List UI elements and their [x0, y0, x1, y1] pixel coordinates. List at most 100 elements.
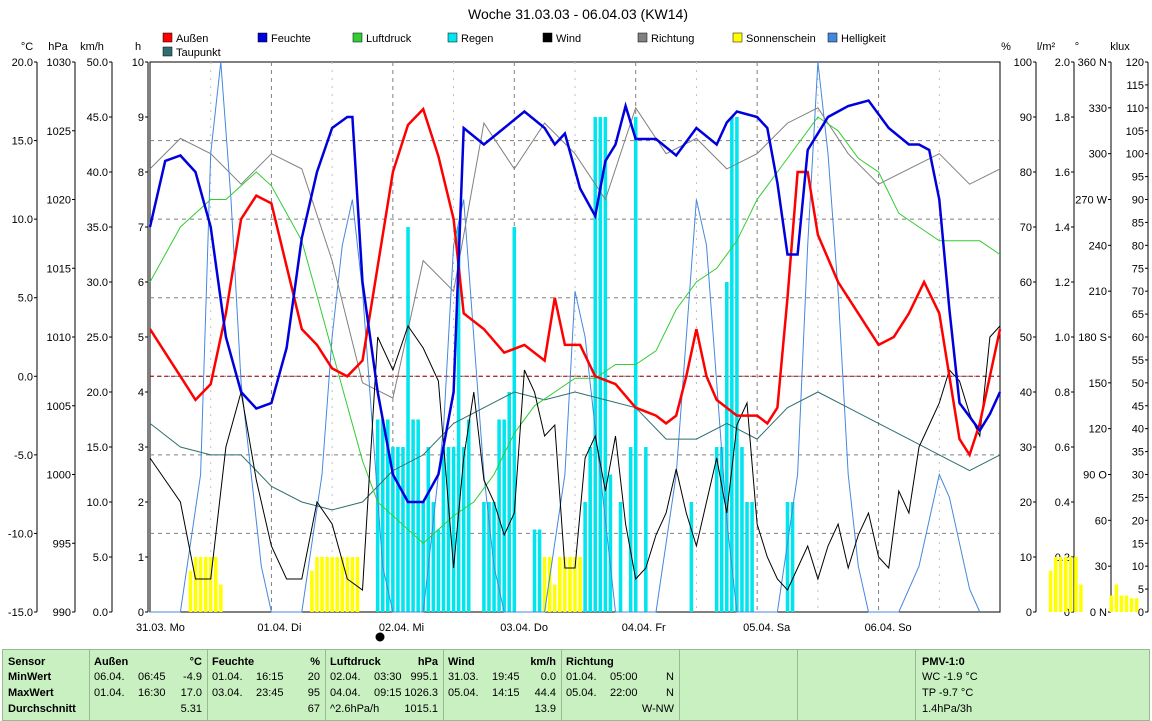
sun-bar: [330, 557, 334, 612]
hdr-pmv: PMV-1:0: [922, 656, 965, 668]
temp-tick-label: 5.0: [18, 293, 33, 305]
direction-tick-label: 60: [1095, 515, 1107, 527]
direction-tick-label: 180 S: [1078, 332, 1107, 344]
light-tick-label: 60: [1132, 332, 1144, 344]
rain-tick-label: 0.4: [1055, 497, 1070, 509]
sun-tick-label: 5: [138, 332, 144, 344]
luftdruck-avg-val: 1015.1: [404, 703, 438, 715]
humidity-tick-label: 40: [1020, 387, 1032, 399]
light-tick-label: 35: [1132, 447, 1144, 459]
legend-label: Helligkeit: [841, 33, 886, 45]
legend: Außen Feuchte Luftdruck Regen Wind Richtung So…: [162, 32, 886, 59]
legend-swatch: [162, 46, 173, 57]
light-tick-label: 100: [1126, 149, 1144, 161]
feuchte-min-time: 16:15: [256, 671, 284, 683]
sun-bar: [542, 557, 547, 612]
wind-tick-label: 30.0: [87, 277, 108, 289]
richtung-max-val: N: [666, 687, 674, 699]
pmv-trend: 1.4hPa/3h: [922, 703, 973, 715]
feuchte-max-time: 23:45: [256, 687, 284, 699]
x-tick-label: 05.04. Sa: [743, 622, 791, 634]
rain-bar: [492, 502, 496, 612]
light-tick-label: 20: [1132, 515, 1144, 527]
humidity-tick-label: 0: [1026, 607, 1032, 619]
legend-label: Taupunkt: [176, 47, 221, 59]
light-tick-label: 55: [1132, 355, 1144, 367]
row-min: MinWert: [8, 671, 52, 683]
light-tick-label: 15: [1132, 538, 1144, 550]
x-tick-label: 31.03. Mo: [136, 622, 185, 634]
richtung-min-val: N: [666, 671, 674, 683]
sun-tick-label: 1: [138, 552, 144, 564]
light-tick-label: 80: [1132, 240, 1144, 252]
rain-bar: [532, 529, 537, 612]
light-tick-label: 5: [1138, 584, 1144, 596]
rain-bar: [487, 502, 491, 612]
direction-tick-label: 360 N: [1078, 57, 1107, 69]
light-tick-label: 10: [1132, 561, 1144, 573]
sun-bar: [558, 557, 562, 612]
sun-bar: [1129, 598, 1134, 612]
light-tick-label: 110: [1126, 103, 1144, 115]
sun-bar: [1064, 557, 1068, 612]
x-tick-label: 03.04. Do: [500, 622, 548, 634]
sun-bar: [315, 557, 319, 612]
rain-tick-label: 1.8: [1055, 112, 1070, 124]
lines: [148, 61, 1002, 613]
rain-bar: [598, 117, 603, 612]
bars: [188, 117, 1139, 612]
legend-label: Regen: [461, 33, 493, 45]
rain-bar: [644, 447, 648, 612]
col-aussen: Außen °C 06.04. 06:45 -4.9 01.04. 16:30 …: [89, 650, 208, 720]
legend-swatch: [162, 32, 173, 43]
direction-tick-label: 330: [1089, 103, 1107, 115]
luftdruck-max-time: 09:15: [374, 687, 402, 699]
sun-bar: [578, 557, 582, 612]
x-tick-label: 04.04. Fr: [622, 622, 666, 634]
light-tick-label: 75: [1132, 263, 1144, 275]
light-tick-label: 70: [1132, 286, 1144, 298]
sun-axis-unit: h: [135, 41, 141, 53]
direction-tick-label: 0 N: [1090, 607, 1107, 619]
aussen-avg-val: 5.31: [180, 703, 202, 715]
legend-swatch: [257, 32, 268, 43]
sun-bar: [198, 557, 203, 612]
wind-tick-label: 25.0: [87, 332, 108, 344]
hdr-aussen-unit: °C: [189, 656, 202, 668]
light-tick-label: 30: [1132, 470, 1144, 482]
pressure-tick-label: 995: [53, 538, 71, 550]
richtung-avg-val: W-NW: [641, 703, 674, 715]
series-taupunkt: [149, 391, 1001, 511]
rain-bar: [583, 502, 587, 612]
pressure-tick-label: 1010: [47, 332, 71, 344]
moon-icon: [375, 632, 385, 642]
rain-bar: [391, 447, 395, 612]
x-tick-label: 02.04. Mi: [379, 622, 424, 634]
light-tick-label: 45: [1132, 401, 1144, 413]
feuchte-min-val: 20: [307, 671, 320, 683]
sun-bar: [203, 557, 208, 612]
legend-swatch: [542, 32, 553, 43]
sun-bar: [193, 557, 198, 612]
rain-bar: [396, 447, 400, 612]
feuchte-avg-val: 67: [307, 703, 320, 715]
light-tick-label: 40: [1132, 424, 1144, 436]
axes: °C20.015.010.05.00.0-5.0-10.0-15.0hPa103…: [8, 41, 1149, 619]
temp-tick-label: 15.0: [12, 136, 33, 148]
x-tick-label: 01.04. Di: [257, 622, 301, 634]
rain-tick-label: 1.2: [1055, 277, 1070, 289]
wind-max-date: 05.04.: [448, 687, 479, 699]
light-tick-label: 85: [1132, 217, 1144, 229]
sun-tick-label: 4: [138, 387, 144, 399]
sun-tick-label: 9: [138, 112, 144, 124]
legend-swatch: [447, 32, 458, 43]
row-avg: Durchschnitt: [8, 703, 76, 715]
sun-bar: [325, 557, 329, 612]
sun-bar: [1069, 557, 1073, 612]
wind-tick-label: 20.0: [87, 387, 108, 399]
legend-label: Außen: [176, 33, 208, 45]
luftdruck-min-time: 03:30: [374, 671, 402, 683]
sun-bar: [345, 557, 350, 612]
light-tick-label: 25: [1132, 492, 1144, 504]
rain-bar: [466, 419, 471, 612]
